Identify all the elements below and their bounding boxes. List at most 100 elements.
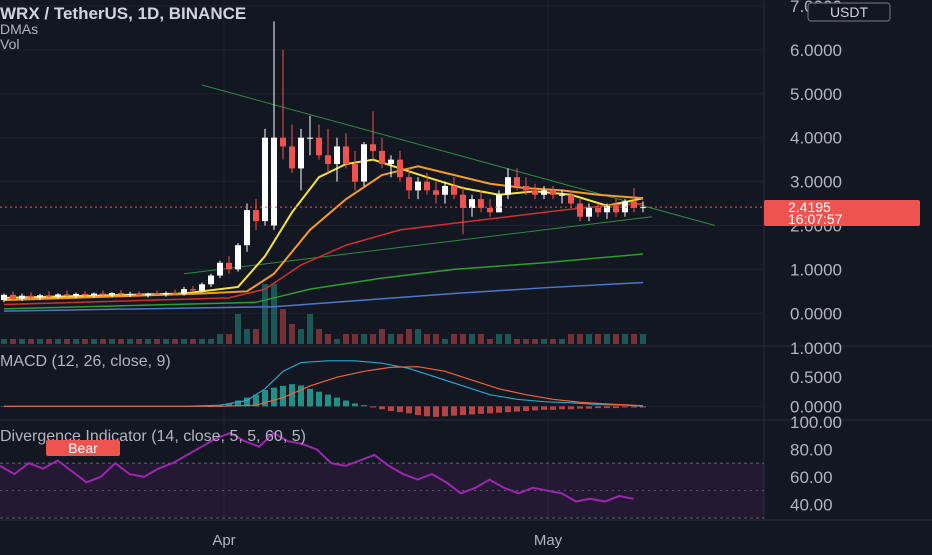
macd-histogram-bar	[334, 397, 340, 407]
volume-bar	[289, 324, 295, 344]
candle-body	[541, 190, 547, 195]
volume-bar	[568, 334, 574, 344]
macd-tick-label: 1.0000	[790, 339, 842, 358]
currency-badge-label: USDT	[830, 4, 869, 20]
volume-bar	[397, 334, 403, 344]
symbol-title[interactable]: WRX / TetherUS, 1D, BINANCE	[0, 4, 246, 23]
candle-body	[316, 137, 322, 156]
macd-histogram-bar	[271, 387, 277, 407]
macd-histogram-bar	[352, 403, 358, 407]
volume-bar	[577, 334, 583, 344]
divergence-pane[interactable]	[0, 431, 764, 519]
divergence-tick-label: 40.00	[790, 495, 833, 514]
volume-bar	[136, 339, 142, 344]
price-tick-label: 4.0000	[790, 129, 842, 148]
candle-body	[181, 289, 187, 294]
macd-histogram-bar	[550, 406, 556, 410]
volume-bar	[478, 334, 484, 344]
macd-histogram-bar	[262, 390, 268, 407]
candle-body	[217, 262, 223, 276]
volume-bar	[640, 334, 646, 344]
volume-bar	[424, 334, 430, 344]
volume-bar	[352, 334, 358, 344]
price-tick-label: 6.0000	[790, 41, 842, 60]
candle-body	[271, 137, 277, 226]
candle-body	[505, 177, 511, 195]
volume-bar	[64, 339, 70, 344]
volume-bar	[334, 339, 340, 344]
volume-bar	[118, 339, 124, 344]
volume-bar	[604, 334, 610, 344]
macd-histogram-bar	[604, 406, 610, 409]
divergence-tick-label: 60.00	[790, 468, 833, 487]
candle-body	[37, 295, 43, 298]
indicator-vol-label[interactable]: Vol	[0, 36, 19, 52]
candle-body	[415, 181, 421, 191]
volume-bar	[28, 339, 34, 344]
currency-badge[interactable]	[807, 2, 891, 22]
candle-body	[100, 293, 106, 295]
volume-bar	[100, 339, 106, 344]
candle-body	[379, 150, 385, 165]
macd-histogram-bar	[613, 406, 619, 409]
volume-bar	[190, 339, 196, 344]
candle-body	[334, 146, 340, 165]
divergence-title[interactable]: Divergence Indicator (14, close, 5, 5, 6…	[0, 428, 306, 445]
macd-histogram-bar	[370, 406, 376, 408]
candle-body	[577, 203, 583, 217]
indicator-dmas-label[interactable]: DMAs	[0, 21, 38, 37]
dma-line-ma_green	[3, 253, 644, 310]
macd-histogram-bar	[397, 406, 403, 413]
macd-histogram-bar	[523, 406, 529, 411]
bear-divergence-tag	[46, 440, 120, 456]
candle-body	[73, 293, 79, 296]
candle-body	[451, 185, 457, 195]
macd-histogram-bar	[460, 406, 466, 416]
candle-body	[163, 293, 169, 295]
macd-title[interactable]: MACD (12, 26, close, 9)	[0, 353, 171, 370]
candle-body	[352, 164, 358, 182]
volume-bar	[163, 339, 169, 344]
volume-bar	[82, 339, 88, 344]
volume-bar	[208, 339, 214, 344]
volume-bar	[406, 329, 412, 344]
price-axis[interactable]	[764, 0, 932, 550]
volume-bar	[217, 334, 223, 344]
macd-histogram-bar	[577, 406, 583, 409]
volume-bar	[370, 334, 376, 344]
volume-bar	[181, 339, 187, 344]
macd-histogram-bar	[541, 406, 547, 410]
macd-histogram-bar	[280, 385, 286, 407]
candle-body	[1, 294, 7, 301]
candle-body	[532, 190, 538, 195]
volume-bar	[280, 309, 286, 344]
candle-body	[487, 207, 493, 213]
dma-line-ma_blue	[3, 281, 644, 312]
candle-body	[559, 194, 565, 196]
macd-histogram-bar	[289, 384, 295, 407]
macd-histogram-bar	[532, 406, 538, 411]
candle-body	[253, 210, 259, 222]
macd-histogram-bar	[388, 406, 394, 411]
candle-body	[568, 194, 574, 204]
volume-bar	[505, 334, 511, 344]
volume-bar	[631, 334, 637, 344]
divergence-line	[0, 431, 634, 503]
volume-bar	[388, 334, 394, 344]
candle-body	[613, 205, 619, 213]
macd-histogram-bar	[253, 394, 259, 407]
macd-histogram-bar	[478, 406, 484, 414]
candle-body	[640, 207, 646, 209]
macd-histogram-bar	[586, 406, 592, 409]
divergence-tick-label: 100.00	[790, 413, 842, 432]
candle-body	[298, 137, 304, 169]
bar-countdown: 16:07:57	[788, 211, 843, 227]
signal-line	[4, 366, 644, 407]
candle-body	[406, 177, 412, 191]
candle-body	[325, 155, 331, 165]
macd-histogram-bar	[424, 406, 430, 417]
macd-pane[interactable]	[0, 360, 764, 417]
volume-bar	[271, 284, 277, 344]
price-pane[interactable]	[0, 0, 764, 520]
